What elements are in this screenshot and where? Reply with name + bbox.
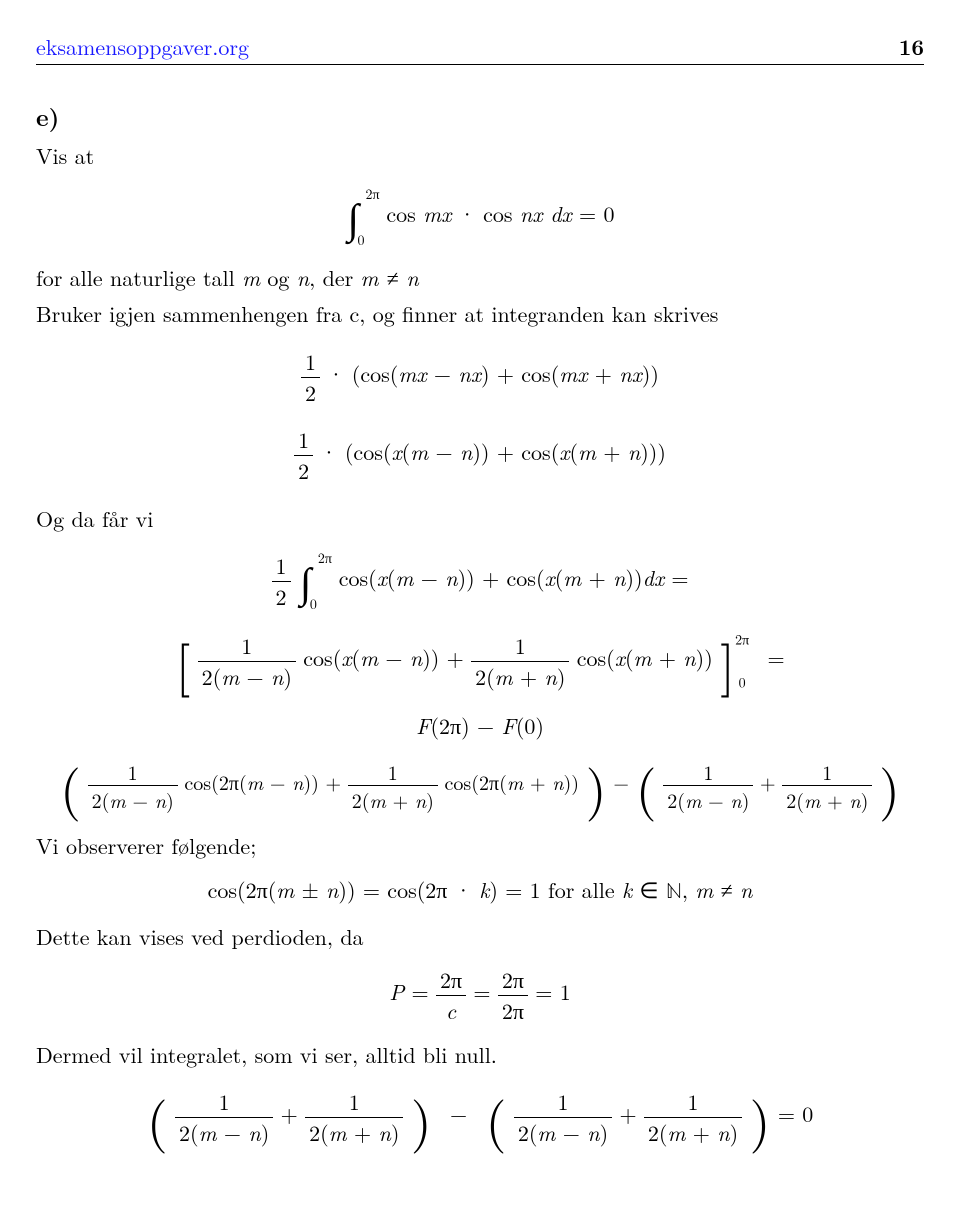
eq-half-cos-sum-2: 12 · (cos(x(m − n)) + cos(x(m + n))) (36, 425, 924, 485)
eq-integral-zero: ∫2π0 cos mx · cos nx dx = 0 (36, 189, 924, 246)
eq-final-zero: ( 12(m − n) + 12(m + n) ) − ( 12(m − n) … (36, 1087, 924, 1147)
site-link[interactable]: eksamensoppgaver.org (36, 32, 249, 62)
page: eksamensoppgaver.org 16 e) Vis at ∫2π0 c… (0, 0, 960, 1212)
text-dette-kan-vises: Dette kan vises ved perdioden, da (36, 922, 924, 952)
text-for-alle: for alle naturlige tall m og n, der m ≠ … (36, 263, 924, 293)
eq-cos-2pi-k: cos(2π(m ± n)) = cos(2π · k) = 1 for all… (36, 875, 924, 908)
eq-F-diff: F(2π) − F(0) (36, 711, 924, 741)
section-label: e) (36, 101, 924, 133)
eq-half-integral: 12 ∫2π0 cos(x(m − n)) + cos(x(m + n))dx … (36, 551, 924, 611)
text-vi-observerer: Vi observerer følgende; (36, 831, 924, 861)
text-og-da: Og da får vi (36, 504, 924, 534)
eq-period: P = 2πc = 2π2π = 1 (36, 965, 924, 1025)
text-bruker-igjen: Bruker igjen sammenhengen fra c, og finn… (36, 299, 924, 329)
text-vis-at: Vis at (36, 141, 924, 171)
eq-antiderivative-eval: [ 12(m − n) cos(x(m − n)) + 12(m + n) co… (36, 630, 924, 693)
eq-half-cos-sum-1: 12 · (cos(mx − nx) + cos(mx + nx)) (36, 347, 924, 407)
page-header: eksamensoppgaver.org 16 (36, 32, 924, 65)
page-number: 16 (899, 32, 924, 62)
text-dermed: Dermed vil integralet, som vi ser, allti… (36, 1040, 924, 1070)
eq-expanded-diff: ( 12(m − n) cos(2π(m − n)) + 12(m + n) c… (36, 758, 924, 813)
